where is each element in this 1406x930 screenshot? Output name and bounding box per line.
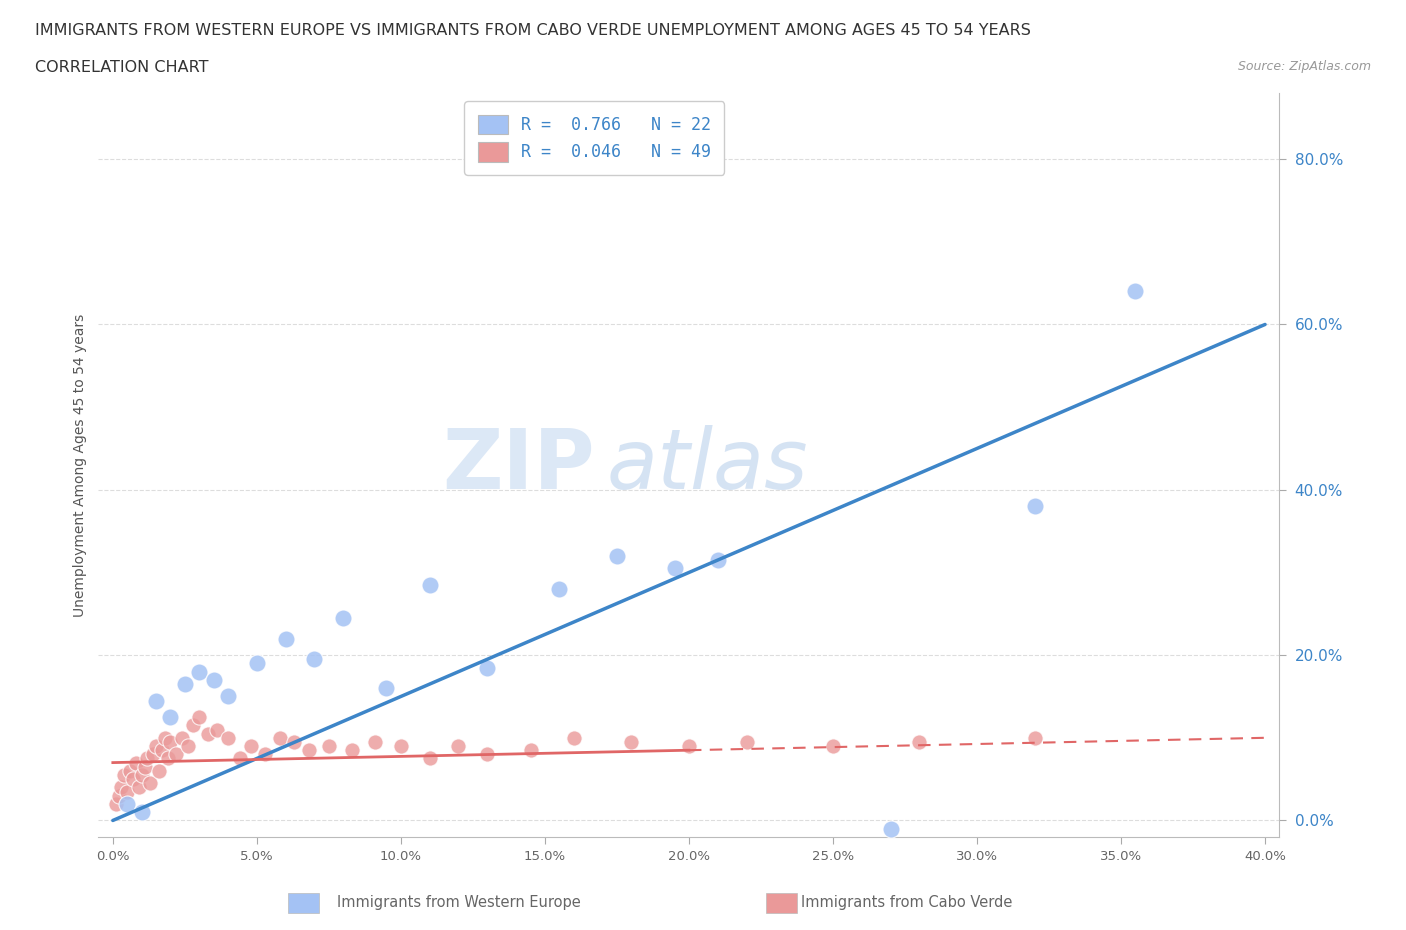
Point xyxy=(318,738,340,753)
Text: ZIP: ZIP xyxy=(441,424,595,506)
Point xyxy=(112,767,135,782)
Point xyxy=(128,780,150,795)
Point xyxy=(620,735,643,750)
Point xyxy=(150,743,173,758)
Point xyxy=(145,738,167,753)
Point xyxy=(159,735,181,750)
Point xyxy=(1125,284,1147,299)
Point xyxy=(148,764,170,778)
Point xyxy=(606,549,628,564)
Point xyxy=(298,743,321,758)
Point xyxy=(217,689,239,704)
Point xyxy=(153,730,176,745)
Point xyxy=(134,759,156,774)
Y-axis label: Unemployment Among Ages 45 to 54 years: Unemployment Among Ages 45 to 54 years xyxy=(73,313,87,617)
Point xyxy=(735,735,758,750)
Point xyxy=(908,735,931,750)
Point xyxy=(188,710,211,724)
Point xyxy=(283,735,305,750)
Point xyxy=(419,578,441,592)
Text: Immigrants from Western Europe: Immigrants from Western Europe xyxy=(337,895,581,910)
Point xyxy=(240,738,263,753)
Point xyxy=(304,652,326,667)
Point xyxy=(821,738,844,753)
Point xyxy=(165,747,187,762)
Point xyxy=(205,722,228,737)
Point xyxy=(340,743,363,758)
Point xyxy=(139,776,162,790)
Point xyxy=(104,796,127,811)
Point xyxy=(269,730,291,745)
Point xyxy=(706,552,728,567)
Point xyxy=(678,738,700,753)
Point xyxy=(145,693,167,708)
Text: Source: ZipAtlas.com: Source: ZipAtlas.com xyxy=(1237,60,1371,73)
Point xyxy=(477,747,499,762)
Text: Immigrants from Cabo Verde: Immigrants from Cabo Verde xyxy=(801,895,1012,910)
Point xyxy=(419,751,441,766)
Point xyxy=(477,660,499,675)
Point xyxy=(217,730,239,745)
Point xyxy=(246,656,269,671)
Point xyxy=(131,767,153,782)
Point xyxy=(177,738,200,753)
Point xyxy=(115,784,138,799)
Point xyxy=(562,730,585,745)
Point xyxy=(110,780,132,795)
Text: atlas: atlas xyxy=(606,424,808,506)
Point xyxy=(120,764,142,778)
Point xyxy=(274,631,297,646)
Point xyxy=(548,581,571,596)
Legend: R =  0.766   N = 22, R =  0.046   N = 49: R = 0.766 N = 22, R = 0.046 N = 49 xyxy=(464,101,724,175)
Point xyxy=(183,718,205,733)
Point xyxy=(170,730,193,745)
Point xyxy=(125,755,148,770)
Point xyxy=(136,751,159,766)
Point xyxy=(447,738,470,753)
Point xyxy=(389,738,412,753)
Point xyxy=(197,726,219,741)
Point xyxy=(228,751,250,766)
Point xyxy=(1024,498,1046,513)
Text: IMMIGRANTS FROM WESTERN EUROPE VS IMMIGRANTS FROM CABO VERDE UNEMPLOYMENT AMONG : IMMIGRANTS FROM WESTERN EUROPE VS IMMIGR… xyxy=(35,23,1031,38)
Point xyxy=(519,743,541,758)
Point xyxy=(202,672,225,687)
Point xyxy=(115,796,138,811)
Point xyxy=(107,789,129,804)
Point xyxy=(122,772,145,787)
Point xyxy=(159,710,181,724)
Point xyxy=(142,747,165,762)
Point xyxy=(879,821,901,836)
Point xyxy=(364,735,387,750)
Point xyxy=(254,747,277,762)
Point xyxy=(131,804,153,819)
Point xyxy=(1024,730,1046,745)
Point xyxy=(664,561,686,576)
Text: CORRELATION CHART: CORRELATION CHART xyxy=(35,60,208,75)
Point xyxy=(188,664,211,679)
Point xyxy=(156,751,179,766)
Point xyxy=(173,677,195,692)
Point xyxy=(332,610,354,625)
Point xyxy=(375,681,398,696)
